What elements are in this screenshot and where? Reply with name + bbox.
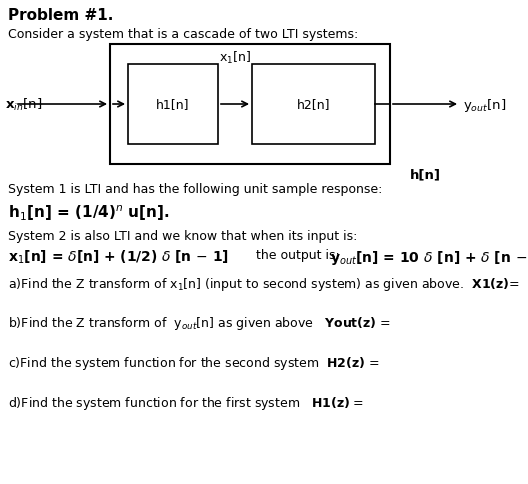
Bar	[110, 45, 390, 165]
Text: a)Find the Z transform of x$_1$[n] (input to second system) as given above.  $\m: a)Find the Z transform of x$_1$[n] (inpu…	[8, 275, 520, 292]
Text: x$_1$[n] = $\delta$[n] + (1/2) $\delta$ [n $-$ 1]: x$_1$[n] = $\delta$[n] + (1/2) $\delta$ …	[8, 248, 229, 266]
Bar	[252, 65, 375, 145]
Text: $\mathbf{x}_{in}$[n]: $\mathbf{x}_{in}$[n]	[5, 97, 42, 113]
Text: System 1 is LTI and has the following unit sample response:: System 1 is LTI and has the following un…	[8, 182, 382, 196]
Text: d)Find the system function for the first system   $\mathbf{H1(z)}$ =: d)Find the system function for the first…	[8, 394, 364, 411]
Text: x$_1$[n]: x$_1$[n]	[219, 50, 251, 66]
Text: b)Find the Z transform of  y$_{out}$[n] as given above   $\mathbf{Yout(z)}$ =: b)Find the Z transform of y$_{out}$[n] a…	[8, 314, 391, 332]
Text: h2[n]: h2[n]	[297, 98, 330, 111]
Text: c)Find the system function for the second system  $\mathbf{H2(z)}$ =: c)Find the system function for the secon…	[8, 354, 379, 371]
Bar	[128, 65, 218, 145]
Text: y$_{out}$[n] = 10 $\delta$ [n] + $\delta$ [n $-$ 1].: y$_{out}$[n] = 10 $\delta$ [n] + $\delta…	[330, 248, 528, 267]
Text: Consider a system that is a cascade of two LTI systems:: Consider a system that is a cascade of t…	[8, 28, 359, 41]
Text: h$_1$[n] = (1/4)$^n$ u[n].: h$_1$[n] = (1/4)$^n$ u[n].	[8, 203, 169, 222]
Text: h[n]: h[n]	[410, 167, 441, 181]
Text: System 2 is also LTI and we know that when its input is:: System 2 is also LTI and we know that wh…	[8, 229, 357, 242]
Text: y$_{out}$[n]: y$_{out}$[n]	[463, 96, 506, 113]
Text: Problem #1.: Problem #1.	[8, 8, 114, 23]
Text: h1[n]: h1[n]	[156, 98, 190, 111]
Text: the output is:: the output is:	[248, 248, 340, 261]
